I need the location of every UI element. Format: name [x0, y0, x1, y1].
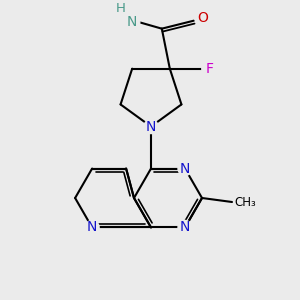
Text: N: N — [127, 15, 137, 29]
Text: N: N — [87, 220, 97, 234]
Text: N: N — [146, 120, 156, 134]
Text: CH₃: CH₃ — [234, 196, 256, 209]
Circle shape — [178, 162, 192, 176]
Text: F: F — [206, 62, 214, 76]
Circle shape — [85, 220, 99, 234]
Text: O: O — [197, 11, 208, 25]
Circle shape — [195, 10, 211, 26]
Text: N: N — [180, 162, 190, 176]
Circle shape — [144, 120, 158, 134]
Text: H: H — [116, 2, 126, 15]
Circle shape — [124, 14, 140, 30]
Text: N: N — [180, 220, 190, 234]
Circle shape — [178, 220, 192, 234]
Circle shape — [202, 61, 218, 77]
